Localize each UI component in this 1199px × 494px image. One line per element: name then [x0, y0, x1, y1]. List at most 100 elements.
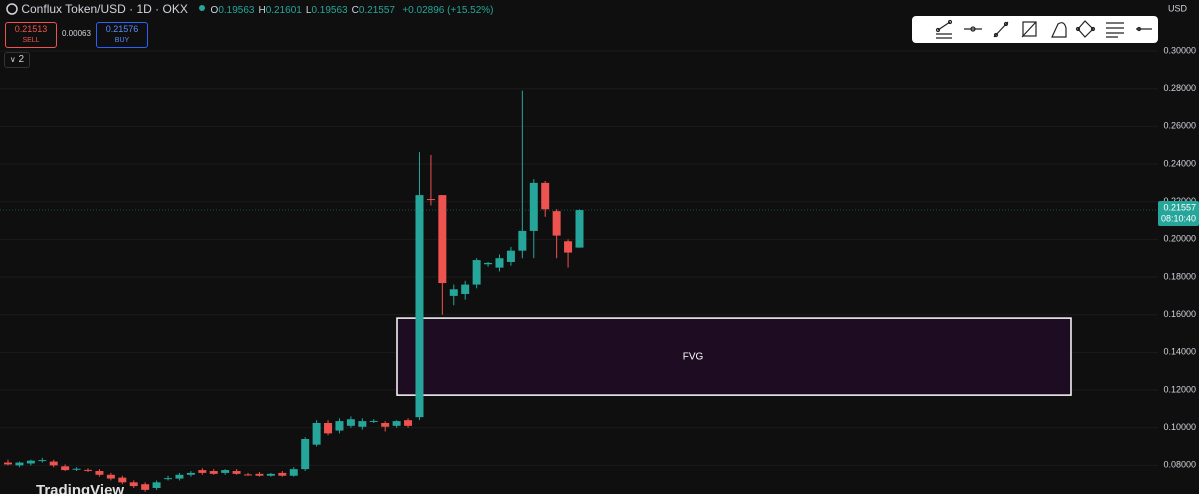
spread: 0.00063 — [62, 29, 91, 38]
candle-body — [415, 195, 424, 418]
tool[interactable] — [1051, 22, 1067, 38]
last-price-tag — [1158, 201, 1199, 227]
last-price: 0.21557 — [1163, 202, 1196, 212]
candle-body — [255, 473, 264, 476]
candle-body — [244, 474, 253, 476]
drawing-toolbar — [912, 16, 1158, 43]
candle-body — [575, 210, 584, 248]
candle-body — [278, 472, 287, 476]
y-tick-label: 0.26000 — [1163, 121, 1196, 131]
symbol-icon — [6, 3, 18, 15]
buy-button[interactable]: 0.21576 BUY — [96, 22, 148, 48]
candle-body — [232, 471, 241, 474]
tool[interactable] — [935, 19, 953, 39]
ohlc-value: 0.19563 — [218, 5, 255, 16]
ohlc-key: C — [351, 5, 359, 16]
ohlc-value: 0.21601 — [265, 5, 302, 16]
indicator-toggle[interactable]: ∨ 2 — [4, 52, 30, 68]
ohlc-key: O — [210, 5, 219, 16]
candle-body — [164, 478, 173, 480]
candle-body — [4, 462, 12, 465]
tool[interactable] — [1136, 26, 1152, 32]
candle-body — [461, 284, 470, 294]
tool[interactable] — [1106, 22, 1124, 38]
candle-body — [472, 260, 481, 285]
candle-body — [175, 474, 184, 479]
candle-body — [49, 461, 58, 466]
candle-body — [449, 289, 458, 296]
candle-body — [198, 470, 207, 473]
candle-body — [484, 262, 493, 265]
ohlc-key: L — [305, 5, 312, 16]
sell-label: SELL — [22, 37, 40, 44]
candle-body — [358, 421, 367, 427]
indicator-count: 2 — [18, 54, 25, 65]
tool[interactable] — [964, 26, 982, 32]
title: Conflux Token/USD · 1D · OKX — [21, 2, 188, 16]
candle-body — [72, 468, 81, 470]
fvg-zone — [396, 317, 1072, 396]
candle-body — [426, 199, 435, 201]
ohlc-value: 0.19563 — [311, 5, 348, 16]
ohlc-key: H — [258, 5, 266, 16]
buy-label: BUY — [114, 37, 130, 44]
ohlc-value: 0.21557 — [358, 5, 395, 16]
candle-body — [186, 472, 195, 475]
candle-body — [141, 484, 150, 490]
candle-body — [529, 182, 538, 231]
tool[interactable] — [1021, 21, 1037, 38]
y-tick-label: 0.14000 — [1163, 347, 1196, 357]
candle-body — [518, 230, 527, 251]
candle-body — [312, 422, 321, 445]
y-tick-label: 0.24000 — [1163, 158, 1196, 168]
logo: TradingView — [36, 482, 124, 494]
candle-body — [564, 241, 573, 253]
countdown: 08:10:40 — [1161, 213, 1196, 223]
candle-body — [118, 477, 127, 483]
candle-body — [221, 470, 230, 473]
y-tick-label: 0.16000 — [1163, 309, 1196, 319]
candle-body — [84, 469, 93, 471]
candle-body — [266, 473, 275, 476]
y-tick-label: 0.18000 — [1163, 271, 1196, 281]
price-axis — [1158, 0, 1199, 494]
candle-body — [289, 469, 298, 476]
fvg-label: FVG — [683, 351, 704, 362]
ohlc: O0.19563 H0.21601 L0.19563 C0.21557 — [211, 5, 399, 16]
candle-body — [38, 460, 47, 462]
candle-body — [61, 466, 70, 471]
buy-price: 0.21576 — [105, 24, 139, 34]
change: +0.02896 (+15.52%) — [402, 5, 494, 16]
candle-body — [95, 471, 104, 475]
y-tick-label: 0.12000 — [1163, 384, 1196, 394]
candle-body — [369, 420, 378, 422]
sell-price: 0.21513 — [14, 24, 48, 34]
candle-body — [106, 474, 115, 479]
candle-body — [552, 211, 561, 236]
status-dot — [199, 5, 206, 11]
sell-button[interactable]: 0.21513 SELL — [5, 22, 57, 48]
candle-body — [15, 462, 24, 466]
candle-body — [506, 250, 515, 262]
candle-body — [392, 421, 401, 426]
tool[interactable] — [1075, 20, 1096, 38]
candle-body — [26, 460, 35, 464]
y-tick-label: 0.20000 — [1163, 234, 1196, 244]
candle-body — [381, 422, 390, 427]
candle-body — [346, 419, 355, 426]
y-tick-label: 0.08000 — [1163, 460, 1196, 470]
tool[interactable] — [993, 21, 1009, 38]
tool[interactable] — [1022, 21, 1037, 37]
candle-body — [335, 421, 344, 431]
candle-body — [152, 482, 161, 488]
candle-body — [129, 482, 138, 487]
y-tick-label: 0.30000 — [1163, 45, 1196, 55]
currency: USD — [1168, 3, 1188, 13]
candle-body — [495, 258, 504, 268]
y-tick-label: 0.28000 — [1163, 83, 1196, 93]
title-row: Conflux Token/USD · 1D · OKX O0.19563 H0.… — [6, 2, 494, 16]
candle-body — [541, 182, 550, 210]
candle-body — [209, 471, 218, 474]
candle-body — [324, 422, 333, 434]
